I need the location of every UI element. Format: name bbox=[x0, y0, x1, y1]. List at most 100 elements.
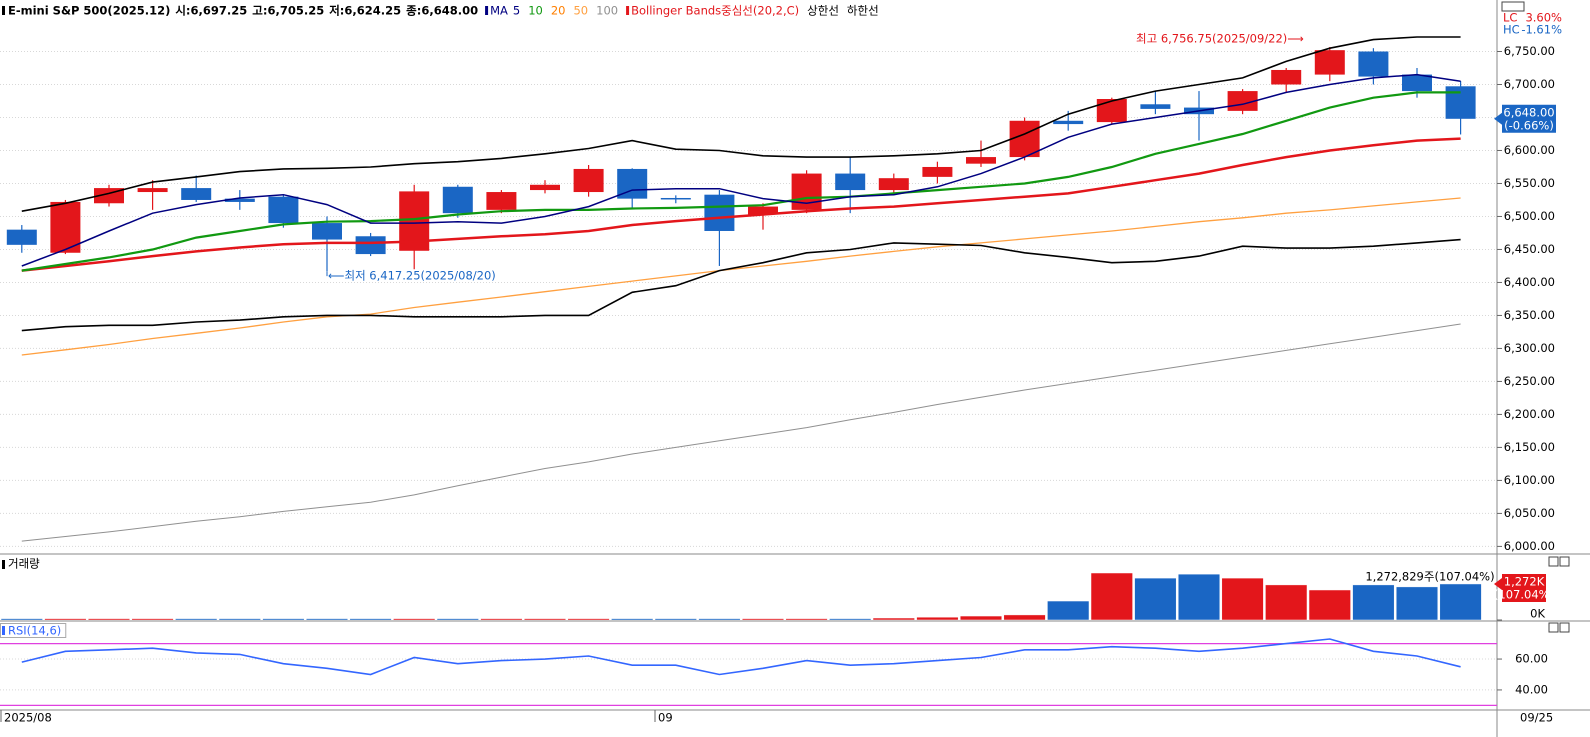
panel-icon[interactable] bbox=[1559, 622, 1570, 633]
volume-bar[interactable] bbox=[218, 618, 261, 621]
volume-bar[interactable] bbox=[131, 618, 174, 621]
volume-bar[interactable] bbox=[872, 617, 915, 621]
candle-body[interactable] bbox=[137, 188, 168, 193]
candle-body[interactable] bbox=[922, 166, 953, 177]
volume-bar[interactable] bbox=[567, 618, 610, 621]
legend-entry: 5 bbox=[513, 4, 520, 18]
current-date: 09/25 bbox=[1520, 711, 1553, 725]
panel-icon[interactable] bbox=[1559, 556, 1570, 567]
candle-body[interactable] bbox=[1009, 120, 1040, 158]
candle-body[interactable] bbox=[486, 192, 517, 210]
x-tick-label: 2025/08 bbox=[4, 711, 52, 725]
candle-body[interactable] bbox=[181, 188, 212, 200]
volume-bar[interactable] bbox=[262, 618, 305, 621]
volume-tag-ratio: (107.04%) bbox=[1494, 587, 1554, 601]
volume-bar[interactable] bbox=[1308, 589, 1351, 621]
volume-bar[interactable] bbox=[1265, 584, 1308, 621]
volume-bar[interactable] bbox=[1090, 572, 1133, 621]
indicator-line bbox=[21, 36, 1461, 212]
legend-ma: MA bbox=[490, 4, 508, 18]
candle-body[interactable] bbox=[355, 236, 386, 255]
volume-bar[interactable] bbox=[436, 618, 479, 621]
panel-icon[interactable] bbox=[1548, 556, 1559, 567]
volume-bar[interactable] bbox=[1395, 586, 1439, 621]
candle-body[interactable] bbox=[704, 194, 735, 231]
candle-body[interactable] bbox=[1096, 99, 1127, 123]
volume-bar[interactable] bbox=[1134, 577, 1177, 621]
panel-icon[interactable] bbox=[1501, 1, 1525, 12]
indicator-line bbox=[21, 197, 1461, 356]
indicator-line bbox=[21, 238, 1461, 332]
volume-bar[interactable] bbox=[305, 618, 349, 621]
candle-body[interactable] bbox=[1140, 104, 1171, 109]
candle-body[interactable] bbox=[1053, 120, 1084, 125]
price-tag-change: (-0.66%) bbox=[1504, 118, 1554, 132]
volume-bar[interactable] bbox=[741, 618, 785, 621]
legend-entry: 100 bbox=[596, 4, 618, 18]
header-title: E-mini S&P 500(2025.12) bbox=[8, 4, 170, 18]
price-tag-value: 6,648.00 bbox=[1503, 105, 1554, 119]
volume-bar[interactable] bbox=[480, 618, 523, 621]
indicator-line bbox=[21, 323, 1461, 542]
candle-body[interactable] bbox=[1445, 86, 1476, 119]
y-tick-label: 6,600.00 bbox=[1504, 143, 1555, 157]
volume-bar[interactable] bbox=[87, 618, 131, 621]
y-tick-label: 6,700.00 bbox=[1504, 77, 1555, 91]
volume-value-label: 1,272,829주(107.04%) bbox=[1365, 569, 1494, 583]
candle-body[interactable] bbox=[1314, 50, 1345, 75]
candle-body[interactable] bbox=[442, 186, 473, 214]
lc-label: LC bbox=[1503, 11, 1517, 25]
candle-body[interactable] bbox=[224, 198, 255, 202]
hc-label: HC bbox=[1503, 23, 1520, 37]
volume-bar[interactable] bbox=[1003, 614, 1046, 621]
volume-bar[interactable] bbox=[1439, 583, 1482, 621]
volume-tag bbox=[1494, 573, 1546, 602]
volume-bar[interactable] bbox=[959, 615, 1003, 621]
candle-body[interactable] bbox=[50, 201, 81, 253]
volume-bar[interactable] bbox=[654, 618, 697, 621]
rsi-line bbox=[21, 638, 1461, 676]
volume-bar[interactable] bbox=[349, 618, 392, 621]
legend-entry: 하한선 bbox=[847, 4, 879, 18]
volume-bar[interactable] bbox=[611, 618, 654, 621]
candle-body[interactable] bbox=[1358, 51, 1389, 77]
volume-bar[interactable] bbox=[44, 618, 87, 621]
y-tick-label: 6,350.00 bbox=[1504, 308, 1555, 322]
legend-entry: 상한선 bbox=[807, 4, 839, 18]
candle-body[interactable] bbox=[268, 196, 299, 224]
lc-value: 3.60% bbox=[1525, 11, 1562, 25]
candle-body[interactable] bbox=[1271, 69, 1302, 85]
candle-body[interactable] bbox=[1402, 74, 1432, 92]
volume-bar[interactable] bbox=[175, 618, 218, 621]
volume-bar[interactable] bbox=[1221, 577, 1264, 621]
candle-body[interactable] bbox=[6, 229, 37, 245]
price-tag bbox=[1494, 104, 1556, 133]
header-quote: 고:6,705.25 bbox=[252, 4, 324, 18]
volume-bar[interactable] bbox=[0, 618, 43, 621]
y-tick-label: 6,250.00 bbox=[1504, 374, 1555, 388]
candle-body[interactable] bbox=[878, 178, 909, 191]
y-tick-label: 6,000.00 bbox=[1504, 539, 1555, 553]
volume-bar[interactable] bbox=[829, 618, 872, 621]
volume-bar[interactable] bbox=[1352, 584, 1395, 621]
y-tick-label: 6,100.00 bbox=[1504, 473, 1555, 487]
volume-bar[interactable] bbox=[1047, 600, 1090, 621]
volume-bar[interactable] bbox=[785, 618, 828, 621]
volume-bar[interactable] bbox=[916, 616, 959, 621]
legend-entry: 50 bbox=[573, 4, 588, 18]
candle-body[interactable] bbox=[573, 168, 604, 193]
volume-bar[interactable] bbox=[1177, 573, 1221, 621]
candle-body[interactable] bbox=[791, 173, 822, 210]
volume-bar[interactable] bbox=[698, 618, 741, 621]
volume-bar[interactable] bbox=[393, 618, 436, 621]
candle-body[interactable] bbox=[748, 206, 778, 215]
candle-body[interactable] bbox=[660, 197, 691, 200]
volume-bar[interactable] bbox=[523, 618, 567, 621]
candle-body[interactable] bbox=[530, 184, 560, 191]
candle-body[interactable] bbox=[966, 157, 996, 164]
candle-body[interactable] bbox=[312, 223, 342, 240]
panel-icon[interactable] bbox=[1548, 622, 1559, 633]
candle-body[interactable] bbox=[835, 173, 866, 191]
